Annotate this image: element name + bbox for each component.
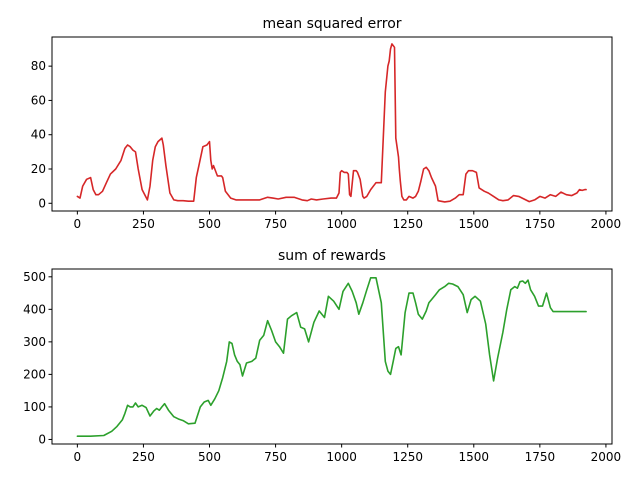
- rewards-xtick-label: 1250: [392, 450, 423, 464]
- mse-ytick-label: 20: [31, 162, 46, 176]
- mse-xtick-label: 250: [132, 217, 155, 231]
- rewards-xtick-label: 250: [132, 450, 155, 464]
- mse-ticks: 0 250 500 750 1000 1250 1500 1750 2000 0 20 40 60 80: [31, 59, 621, 231]
- mse-ytick-label: 60: [31, 93, 46, 107]
- rewards-title: sum of rewards: [278, 248, 386, 264]
- mse-xtick-label: 1250: [392, 217, 423, 231]
- rewards-ytick-label: 400: [23, 302, 46, 316]
- mse-xtick-label: 1500: [459, 217, 490, 231]
- rewards-ytick-label: 500: [23, 270, 46, 284]
- mse-xtick-label: 1750: [525, 217, 556, 231]
- mse-xtick-label: 1000: [326, 217, 357, 231]
- mse-ytick-label: 80: [31, 59, 46, 73]
- rewards-ytick-label: 0: [38, 432, 46, 446]
- rewards-ticks: 0 250 500 750 1000 1250 1500 1750 2000 0 100 200 300…: [23, 270, 621, 464]
- rewards-xtick-label: 500: [198, 450, 221, 464]
- mse-xtick-label: 2000: [591, 217, 622, 231]
- rewards-xtick-label: 750: [264, 450, 287, 464]
- rewards-xtick-label: 1000: [326, 450, 357, 464]
- rewards-xtick-label: 0: [74, 450, 82, 464]
- mse-title: mean squared error: [262, 16, 401, 32]
- rewards-xtick-label: 2000: [591, 450, 622, 464]
- rewards-axes: sum of rewards 0 250 500 750 1000 1250 1500 175…: [23, 248, 621, 464]
- rewards-ytick-label: 200: [23, 367, 46, 381]
- mse-ytick-label: 0: [38, 196, 46, 210]
- rewards-xtick-label: 1750: [525, 450, 556, 464]
- mse-ytick-label: 40: [31, 128, 46, 142]
- mse-axes-frame: [51, 36, 613, 212]
- rewards-ytick-label: 300: [23, 335, 46, 349]
- mse-axes: mean squared error 0 250 500 750 1000 1250 150…: [31, 16, 621, 231]
- rewards-axes-frame: [51, 268, 613, 445]
- mse-series-line: [76, 43, 587, 203]
- rewards-xtick-label: 1500: [459, 450, 490, 464]
- mse-xtick-label: 500: [198, 217, 221, 231]
- mse-xtick-label: 750: [264, 217, 287, 231]
- mse-xtick-label: 0: [74, 217, 82, 231]
- rewards-ytick-label: 100: [23, 400, 46, 414]
- rewards-series-line: [76, 276, 587, 438]
